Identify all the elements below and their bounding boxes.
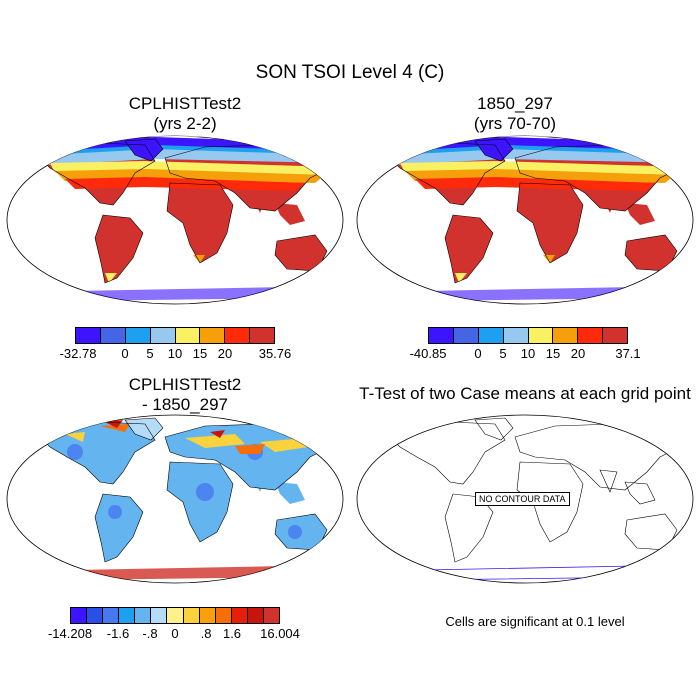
colorbar-tick-label: -40.85 [409, 346, 447, 361]
colorbar-swatch [503, 328, 529, 343]
colorbar-tick-label: 5 [499, 346, 507, 361]
colorbar-tick-label: -.8 [142, 626, 158, 641]
map-temperature-case1 [5, 133, 345, 308]
colorbar-swatch [231, 608, 248, 623]
colorbar-swatch [135, 608, 152, 623]
colorbar-swatch [125, 328, 151, 343]
colorbar-swatch [603, 328, 627, 343]
colorbar-swatch [553, 328, 579, 343]
colorbar-swatch [453, 328, 479, 343]
colorbar-swatch [151, 608, 168, 623]
colorbar-swatch [175, 328, 201, 343]
colorbar-tick-label: 37.1 [615, 346, 641, 361]
colorbar-swatch [578, 328, 604, 343]
colorbar-tick-label: -1.6 [106, 626, 130, 641]
colorbar-swatch [200, 328, 226, 343]
colorbar-tick-label: 0 [171, 626, 179, 641]
colorbar-tick-label: 20 [217, 346, 233, 361]
colorbar-swatch [167, 608, 184, 623]
no-contour-data-label: NO CONTOUR DATA [475, 492, 570, 506]
panel-title-top-right: 1850_297 (yrs 70-70) [350, 94, 680, 134]
panel-title-line1: CPLHISTTest2 [128, 94, 242, 113]
colorbar-swatch [429, 328, 454, 343]
panel-title-line2: - 1850_297 [141, 395, 229, 414]
colorbar-swatch [215, 608, 232, 623]
colorbar-tick-label: 35.76 [258, 346, 292, 361]
colorbar-swatch [199, 608, 216, 623]
colorbar-tick-label: 10 [520, 346, 536, 361]
colorbar-tick-label: 20 [570, 346, 586, 361]
colorbar-tick-label: 1.6 [222, 626, 242, 641]
map-temperature-difference [5, 412, 345, 587]
significance-note: Cells are significant at 0.1 level [445, 614, 625, 629]
map-temperature-case2 [355, 133, 695, 308]
panel-title-bottom-right: T-Test of two Case means at each grid po… [359, 384, 691, 403]
panel-title-line2: (yrs 2-2) [153, 114, 217, 133]
colorbar-tick-label: -32.78 [59, 346, 97, 361]
colorbar-swatch [528, 328, 554, 343]
panel-title-top-left: CPLHISTTest2 (yrs 2-2) [20, 94, 350, 134]
colorbar-tick-label: -14.208 [47, 626, 93, 641]
colorbar-swatch [150, 328, 176, 343]
colorbar-swatch [103, 608, 120, 623]
colorbar-swatch [71, 608, 88, 623]
colorbar-tick-label: 15 [545, 346, 561, 361]
colorbar-swatch [478, 328, 504, 343]
colorbar-swatch [263, 608, 280, 623]
colorbar-tick-label: 15 [192, 346, 208, 361]
panel-title-line2: (yrs 70-70) [473, 114, 557, 133]
panel-title-line1: CPLHISTTest2 [128, 375, 242, 394]
colorbar-swatch [247, 608, 264, 623]
colorbar-top-right [428, 327, 628, 344]
colorbar-top-left [75, 327, 275, 344]
colorbar-swatch [225, 328, 251, 343]
panel-title-line1: 1850_297 [477, 94, 553, 113]
colorbar-tick-label: 0 [474, 346, 482, 361]
panel-title-bottom-left: CPLHISTTest2 - 1850_297 [20, 375, 350, 415]
colorbar-tick-label: .8 [200, 626, 212, 641]
colorbar-swatch [119, 608, 136, 623]
colorbar-swatch [250, 328, 274, 343]
figure-title: SON TSOI Level 4 (C) [255, 62, 445, 83]
colorbar-swatch [183, 608, 200, 623]
colorbar-tick-label: 0 [121, 346, 129, 361]
colorbar-swatch [87, 608, 104, 623]
colorbar-bottom-left [70, 607, 280, 624]
colorbar-swatch [100, 328, 126, 343]
colorbar-tick-label: 10 [167, 346, 183, 361]
colorbar-tick-label: 5 [146, 346, 154, 361]
colorbar-swatch [76, 328, 101, 343]
colorbar-tick-label: 16.004 [260, 626, 300, 641]
